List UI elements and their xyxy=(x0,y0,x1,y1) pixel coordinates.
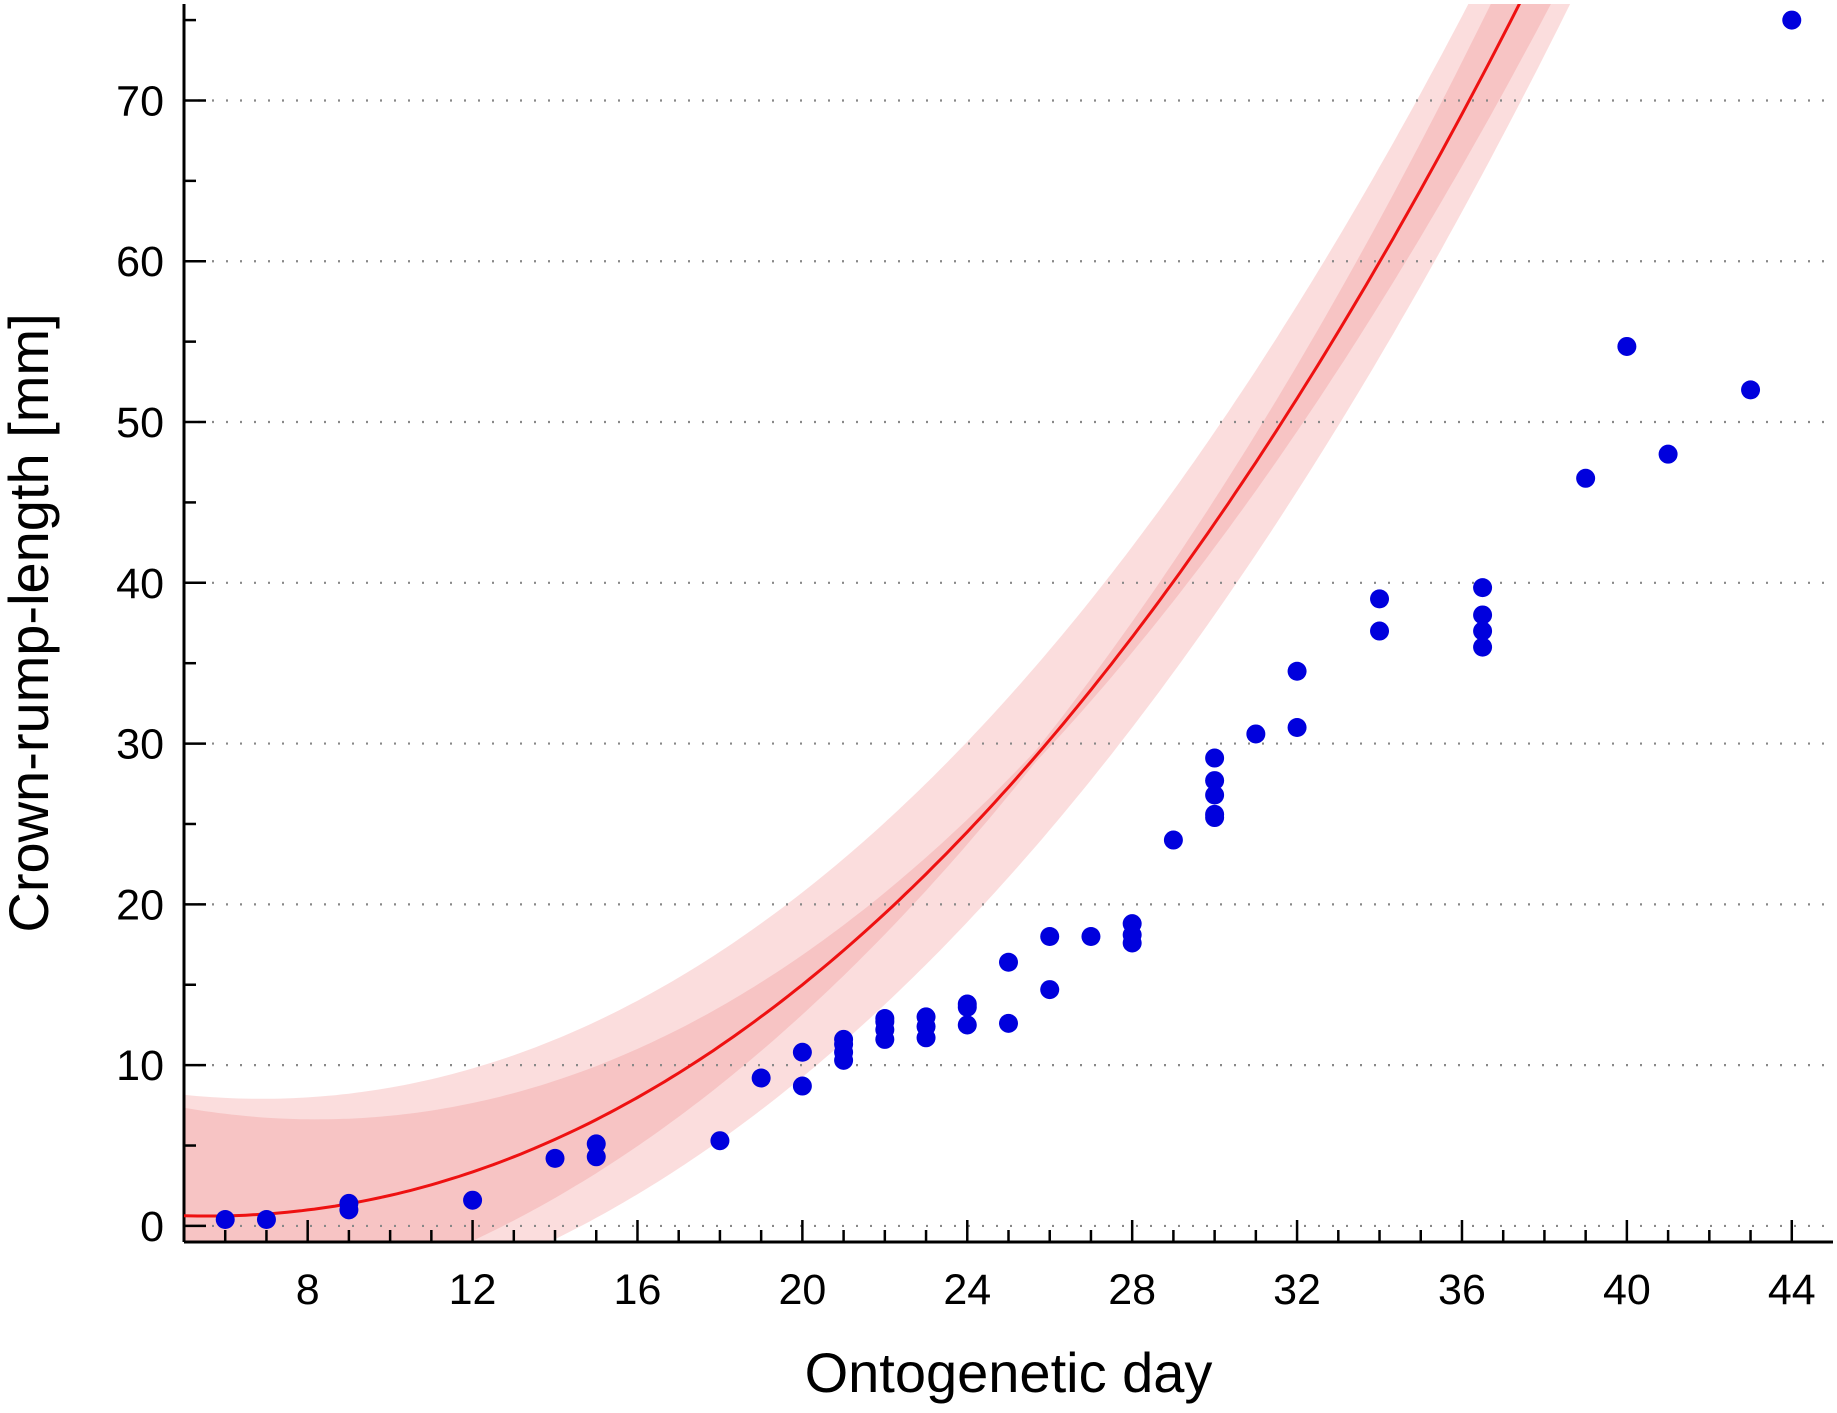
data-point xyxy=(792,1076,812,1096)
data-point xyxy=(1473,637,1493,657)
gridlines xyxy=(184,99,1833,1228)
data-point xyxy=(834,1029,854,1049)
data-point xyxy=(792,1042,812,1062)
data-point xyxy=(1205,785,1225,805)
data-point xyxy=(999,952,1018,972)
data-point xyxy=(1370,589,1390,609)
y-tick-label: 30 xyxy=(116,721,164,769)
data-point xyxy=(710,1131,730,1151)
data-point xyxy=(1370,621,1390,641)
x-tick-label: 36 xyxy=(1438,1266,1486,1314)
data-point xyxy=(1040,980,1060,1000)
y-tick-label: 60 xyxy=(116,238,164,286)
axes xyxy=(182,4,1833,1244)
data-point xyxy=(957,1015,977,1035)
y-tick-label: 10 xyxy=(116,1042,164,1090)
data-point xyxy=(1741,380,1761,400)
x-tick-label: 8 xyxy=(296,1266,320,1314)
x-tick-labels: 8 12 16 20 24 28 32 36 40 44 xyxy=(296,1266,1816,1314)
fit-curve-group xyxy=(184,4,1522,1218)
y-axis-title: Crown-rump-length [mm] xyxy=(0,313,60,932)
x-tick-label: 24 xyxy=(943,1266,991,1314)
data-point xyxy=(1287,661,1307,681)
x-tick-label: 40 xyxy=(1603,1266,1651,1314)
data-point xyxy=(215,1209,235,1229)
x-tick-label: 28 xyxy=(1108,1266,1156,1314)
data-point xyxy=(1205,804,1225,824)
data-point xyxy=(1122,914,1142,934)
data-point xyxy=(957,994,977,1014)
data-point xyxy=(1246,724,1266,744)
data-point xyxy=(256,1209,276,1229)
data-point xyxy=(1081,927,1101,947)
data-point xyxy=(545,1148,565,1168)
data-point xyxy=(1473,578,1493,598)
y-tick-labels: 0 10 20 30 40 50 60 70 xyxy=(116,77,164,1250)
data-point xyxy=(463,1190,483,1210)
fit-curve xyxy=(184,4,1522,1218)
data-point xyxy=(1473,621,1493,641)
data-point xyxy=(1163,830,1183,850)
y-tick-label: 40 xyxy=(116,560,164,608)
x-tick-label: 44 xyxy=(1768,1266,1816,1314)
data-point xyxy=(1473,605,1493,625)
data-point xyxy=(751,1068,771,1088)
x-tick-label: 20 xyxy=(778,1266,826,1314)
data-point xyxy=(586,1134,606,1154)
x-tick-label: 32 xyxy=(1273,1266,1321,1314)
data-point xyxy=(1040,927,1060,947)
data-point xyxy=(875,1009,895,1029)
data-point xyxy=(1782,10,1802,30)
data-point xyxy=(916,1007,936,1027)
x-axis-title: Ontogenetic day xyxy=(805,1341,1213,1404)
data-point xyxy=(1617,336,1637,356)
x-tick-label: 12 xyxy=(449,1266,497,1314)
data-point xyxy=(1205,748,1225,768)
prediction-band-group xyxy=(184,4,1571,1242)
x-tick-label: 16 xyxy=(614,1266,662,1314)
data-point xyxy=(1205,771,1225,791)
prediction-band xyxy=(184,4,1571,1242)
y-tick-label: 70 xyxy=(116,77,164,125)
y-tick-label: 20 xyxy=(116,881,164,929)
confidence-band xyxy=(184,4,1551,1242)
y-tick-label: 0 xyxy=(140,1203,164,1251)
data-points xyxy=(215,10,1802,1229)
confidence-band-group xyxy=(184,4,1551,1242)
data-point xyxy=(1658,444,1678,464)
y-tick-label: 50 xyxy=(116,399,164,447)
data-point xyxy=(1287,718,1307,738)
data-point xyxy=(339,1193,359,1213)
data-point xyxy=(1576,468,1596,488)
data-point xyxy=(999,1013,1018,1033)
